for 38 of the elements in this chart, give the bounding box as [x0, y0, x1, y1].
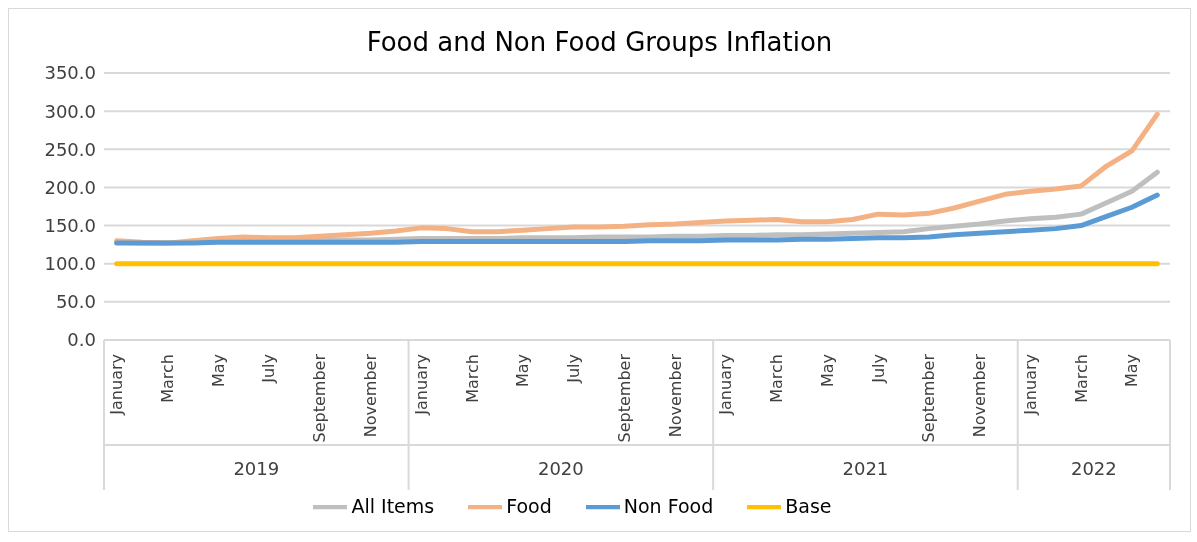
x-tick-label: May — [513, 354, 533, 388]
y-tick-label: 250.0 — [44, 138, 96, 160]
x-tick-label: September — [310, 353, 330, 443]
y-tick-label: 150.0 — [44, 214, 96, 236]
legend-label: All Items — [351, 494, 435, 517]
y-tick-label: 0.0 — [67, 329, 96, 351]
legend-label: Base — [785, 494, 832, 517]
text: 2022 — [1070, 457, 1117, 479]
x-tick-label: July — [259, 354, 279, 384]
x-tick-label: May — [1122, 354, 1142, 388]
x-tick-label: March — [767, 354, 787, 403]
x-tick-label: September — [919, 353, 939, 443]
x-tick-label: May — [208, 354, 228, 388]
y-tick-label: 100.0 — [44, 253, 96, 275]
x-tick-label: January — [1020, 354, 1040, 416]
y-tick-label: 200.0 — [44, 176, 96, 198]
x-tick-label: March — [1071, 354, 1091, 403]
text: 2020 — [537, 457, 584, 479]
x-tick-label: March — [462, 354, 482, 403]
legend-label: Food — [506, 494, 552, 517]
text: 2019 — [233, 457, 280, 479]
x-tick-label: January — [716, 354, 736, 416]
x-tick-label: November — [970, 353, 990, 438]
text: 2021 — [842, 457, 889, 479]
x-tick-label: January — [411, 354, 431, 416]
x-tick-label: May — [817, 354, 837, 388]
x-tick-label: July — [868, 354, 888, 384]
chart-title: Food and Non Food Groups Inflation — [365, 26, 834, 59]
x-tick-label: July — [564, 354, 584, 384]
x-tick-label: September — [614, 353, 634, 443]
x-tick-label: March — [157, 354, 177, 403]
x-tick-label: January — [107, 354, 127, 416]
y-tick-label: 350.0 — [44, 62, 96, 84]
y-tick-label: 300.0 — [44, 100, 96, 122]
x-tick-label: November — [665, 353, 685, 438]
x-tick-label: November — [361, 353, 380, 438]
y-tick-label: 50.0 — [55, 291, 96, 313]
legend-label: Non Food — [623, 494, 714, 517]
